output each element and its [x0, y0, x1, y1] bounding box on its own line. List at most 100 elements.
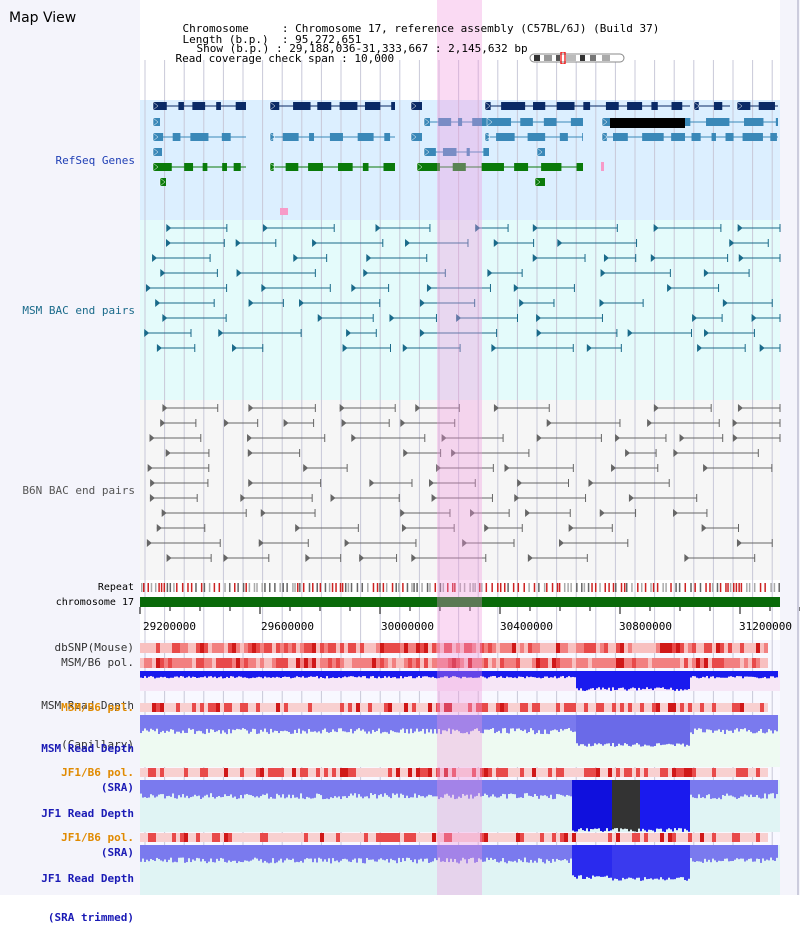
repeat-mark [398, 583, 400, 592]
msm-pol-cell [660, 658, 664, 668]
jf1-pol2-cell [464, 833, 468, 842]
msm-sra-depth-bar [164, 715, 166, 733]
repeat-mark [719, 583, 722, 592]
jf1-sra-depth-bar [416, 780, 418, 798]
msm-pol2-cell [584, 703, 588, 712]
jf1-pol2-cell [564, 833, 568, 842]
msm-cap-depth-bar [738, 671, 740, 677]
msm-cap-depth-bar [378, 671, 380, 677]
msm-cap-depth-bar [336, 671, 338, 679]
msm-pol-cell [536, 658, 540, 668]
jf1-pol2-cell [744, 833, 748, 842]
b6n-bac-label[interactable]: B6N BAC end pairs [22, 484, 135, 497]
jf1-sra-depth-bar [352, 780, 354, 796]
msm-sra-depth-bar [426, 715, 428, 729]
jf1-sra-depth-bar [460, 780, 462, 798]
repeat-mark [631, 583, 633, 592]
msm-end [162, 314, 168, 322]
jf1-sra-depth-bar [242, 780, 244, 799]
repeat-mark [154, 583, 157, 592]
selected-region-highlight[interactable] [437, 0, 482, 895]
jf1-pol-cell [280, 768, 284, 777]
jf1-trim-depth-bar [574, 845, 576, 877]
msm-sra-depth-bar [530, 715, 532, 729]
msm-cap-depth-bar [592, 671, 594, 689]
msm-cap-depth-bar [644, 671, 646, 690]
msm-pol-cell [328, 658, 332, 668]
msm-sra-depth-bar [270, 715, 272, 729]
jf1-sra-depth-bar [338, 780, 340, 797]
jf1-sra-depth-bar [382, 780, 384, 797]
msm-cap-depth-bar [724, 671, 726, 678]
msm-bac-label[interactable]: MSM BAC end pairs [22, 304, 135, 317]
refseq-label[interactable]: RefSeq Genes [55, 154, 135, 167]
jf1-sra-depth-bar [458, 780, 460, 797]
msm-sra-depth-bar [176, 715, 178, 732]
strand-arrow [601, 132, 608, 142]
jf1-depth-sra-label: JF1 Read Depth (SRA) [0, 781, 134, 885]
jf1-trim-depth-bar [336, 845, 338, 861]
jf1-sra-depth-bar [624, 780, 626, 829]
msm-sra-depth-bar [182, 715, 184, 731]
gene-exon [216, 102, 221, 110]
msm-sra-depth-bar [522, 715, 524, 732]
jf1-sra-depth-bar [758, 780, 760, 798]
msm-pol2-cell [424, 703, 428, 712]
chromosome-value: Chromosome 17, reference assembly (C57BL… [295, 22, 660, 35]
jf1-sra-depth-bar [698, 780, 700, 795]
msm-cap-depth-bar [366, 671, 368, 679]
dbsnp-cell [344, 643, 348, 653]
msm-cap-depth-bar [546, 671, 548, 677]
msm-pol-cell [252, 658, 256, 668]
msm-sra-depth-bar [548, 715, 550, 735]
msm-pol-cell [352, 658, 356, 668]
msm-sra-depth-bar [556, 715, 558, 731]
jf1-trim-depth-bar [570, 845, 572, 859]
dbsnp-cell [412, 643, 416, 653]
msm-pol-cell [652, 658, 656, 668]
msm-pol2-cell [676, 703, 680, 712]
repeat-mark [533, 583, 536, 592]
jf1-sra-depth-bar [450, 780, 452, 798]
jf1-pol2-cell [280, 833, 284, 842]
dbsnp-cell [220, 643, 224, 653]
dbsnp-cell [552, 643, 556, 653]
gene-exon [472, 118, 487, 126]
repeat-mark [748, 583, 751, 592]
jf1-sra-depth-bar [380, 780, 382, 795]
jf1-pol-cell [464, 768, 468, 777]
jf1-trim-depth-bar [332, 845, 334, 859]
jf1-sra-depth-bar [666, 780, 668, 830]
msm-depth-cap-line1: MSM Read Depth [41, 699, 134, 712]
msm-end [218, 329, 224, 337]
jf1-pol2-cell [344, 833, 348, 842]
jf1-pol2-cell [192, 833, 196, 842]
msm-pol-cell [460, 658, 464, 668]
msm-pol2-cell [356, 703, 360, 712]
msm-sra-depth-bar [718, 715, 720, 730]
msm-cap-depth-bar [356, 671, 358, 678]
jf1-pol-cell [660, 768, 664, 777]
chromosome-ideogram[interactable] [528, 52, 628, 64]
msm-sra-depth-bar [536, 715, 538, 733]
msm-cap-depth-bar [648, 671, 650, 690]
msm-sra-depth-bar [692, 715, 694, 735]
msm-bac-track[interactable] [140, 220, 780, 400]
msm-sra-depth-bar [512, 715, 514, 729]
jf1-sra-depth-bar [268, 780, 270, 799]
b6n-bac-track[interactable] [140, 400, 780, 580]
msm-cap-depth-bar [438, 671, 440, 679]
msm-pol-cell [436, 658, 440, 668]
msm-sra-depth-bar [736, 715, 738, 729]
jf1-trim-depth-bar [734, 845, 736, 860]
jf1-sra-depth-bar [640, 780, 642, 832]
msm-pol2-cell [232, 703, 236, 712]
msm-sra-depth-bar [732, 715, 734, 733]
msm-sra-depth-bar [306, 715, 308, 734]
repeat-mark [173, 583, 175, 592]
jf1-sra-depth-bar [160, 780, 162, 795]
dbsnp-cell [444, 643, 448, 653]
gene-exon [308, 163, 323, 171]
msm-cap-depth-bar [398, 671, 400, 679]
msm-end [375, 224, 381, 232]
